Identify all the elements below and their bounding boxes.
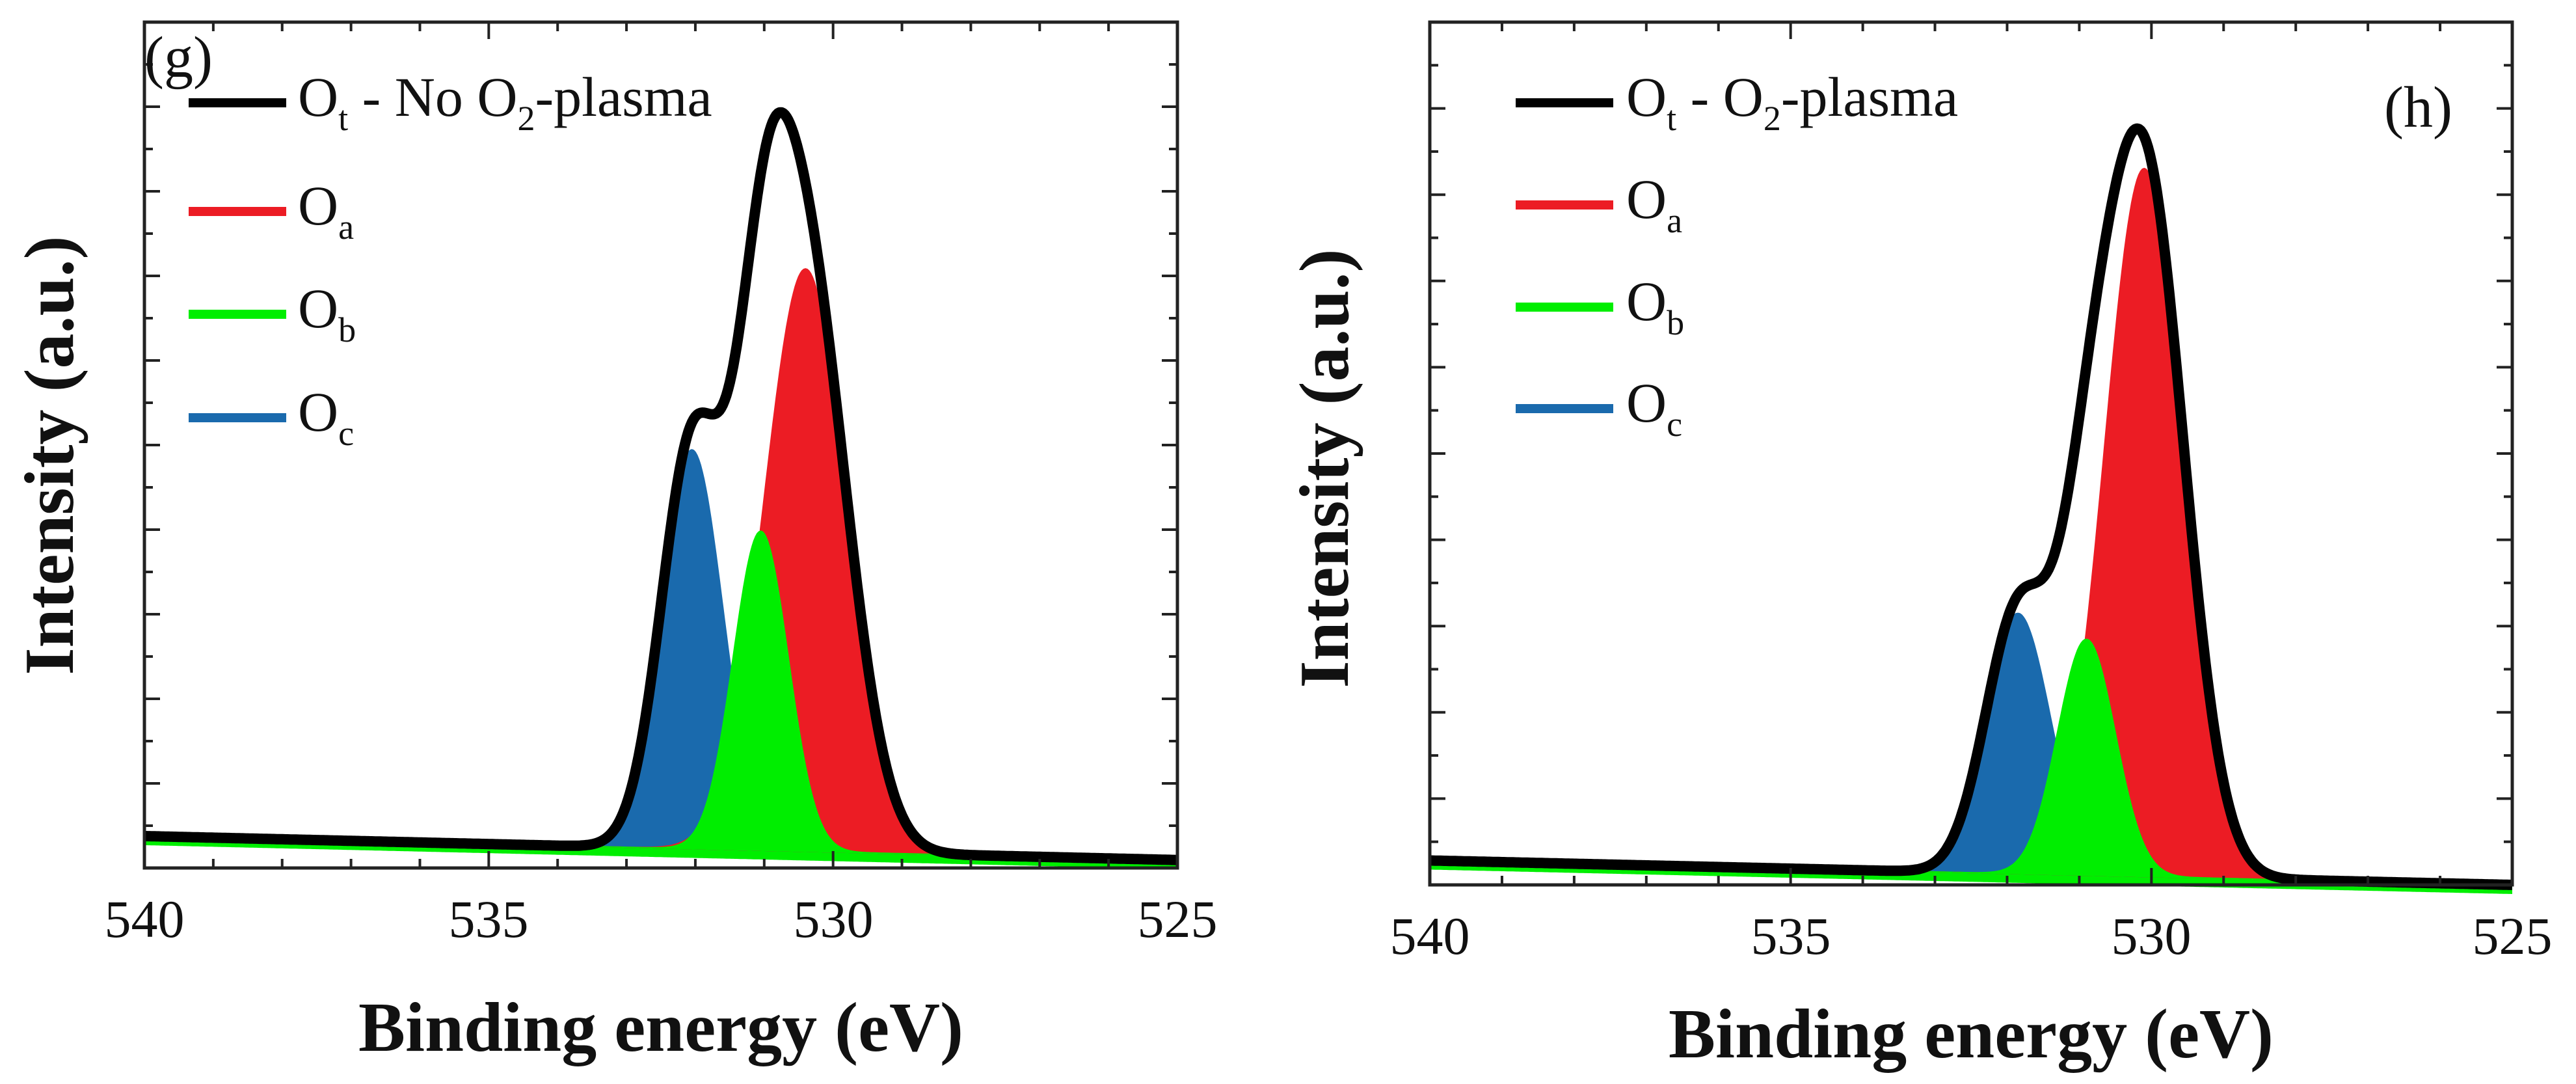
x-tick-labels: 540 535 530 525: [1390, 906, 2553, 966]
x-tick-label: 540: [105, 889, 185, 949]
legend: Ot - O2-plasma Oa Ob Oc: [1516, 66, 1958, 444]
x-tick-label: 540: [1390, 906, 1470, 966]
legend-label-Oc: Oc: [298, 381, 354, 453]
legend-label-Oc: Oc: [1626, 372, 1682, 444]
legend-label-Ob: Ob: [1626, 270, 1684, 342]
x-tick-label: 535: [449, 889, 529, 949]
panel-h: 540 535 530 525 Binding energy (eV) Inte…: [1286, 20, 2553, 1073]
envelope-line-Ot: [1426, 123, 2516, 890]
panel-g: 540 535 530 525 Binding energy (eV) Inte…: [11, 20, 1218, 1066]
legend-label-Oa: Oa: [298, 174, 354, 247]
x-tick-label: 530: [794, 889, 874, 949]
axis-ticks: [143, 21, 1179, 869]
legend-label-Ob: Ob: [298, 277, 356, 349]
panel-label: (g): [144, 25, 213, 90]
y-axis-title: Intensity (a.u.): [1286, 249, 1363, 688]
x-axis-title: Binding energy (eV): [1669, 996, 2274, 1073]
x-tick-label: 525: [1138, 889, 1218, 949]
y-axis-title: Intensity (a.u.): [11, 236, 88, 675]
peak-fill-Oc: [1430, 612, 2513, 886]
x-tick-labels: 540 535 530 525: [105, 889, 1218, 949]
axis-ticks: [1429, 21, 2514, 886]
legend-label-Ot: Ot - No O2-plasma: [298, 66, 712, 138]
peak-fill-Oc: [144, 449, 1177, 861]
envelope-line-Ot: [141, 107, 1181, 865]
legend-label-Oa: Oa: [1626, 168, 1682, 240]
legend-label-Ot: Ot - O2-plasma: [1626, 66, 1958, 138]
x-axis-title: Binding energy (eV): [358, 989, 963, 1066]
plot-frame: [1428, 20, 2514, 887]
x-tick-label: 525: [2473, 906, 2553, 966]
x-tick-label: 530: [2112, 906, 2192, 966]
x-tick-label: 535: [1751, 906, 1831, 966]
panel-label: (h): [2384, 75, 2452, 140]
legend: Ot - No O2-plasma Oa Ob Oc: [189, 66, 712, 453]
